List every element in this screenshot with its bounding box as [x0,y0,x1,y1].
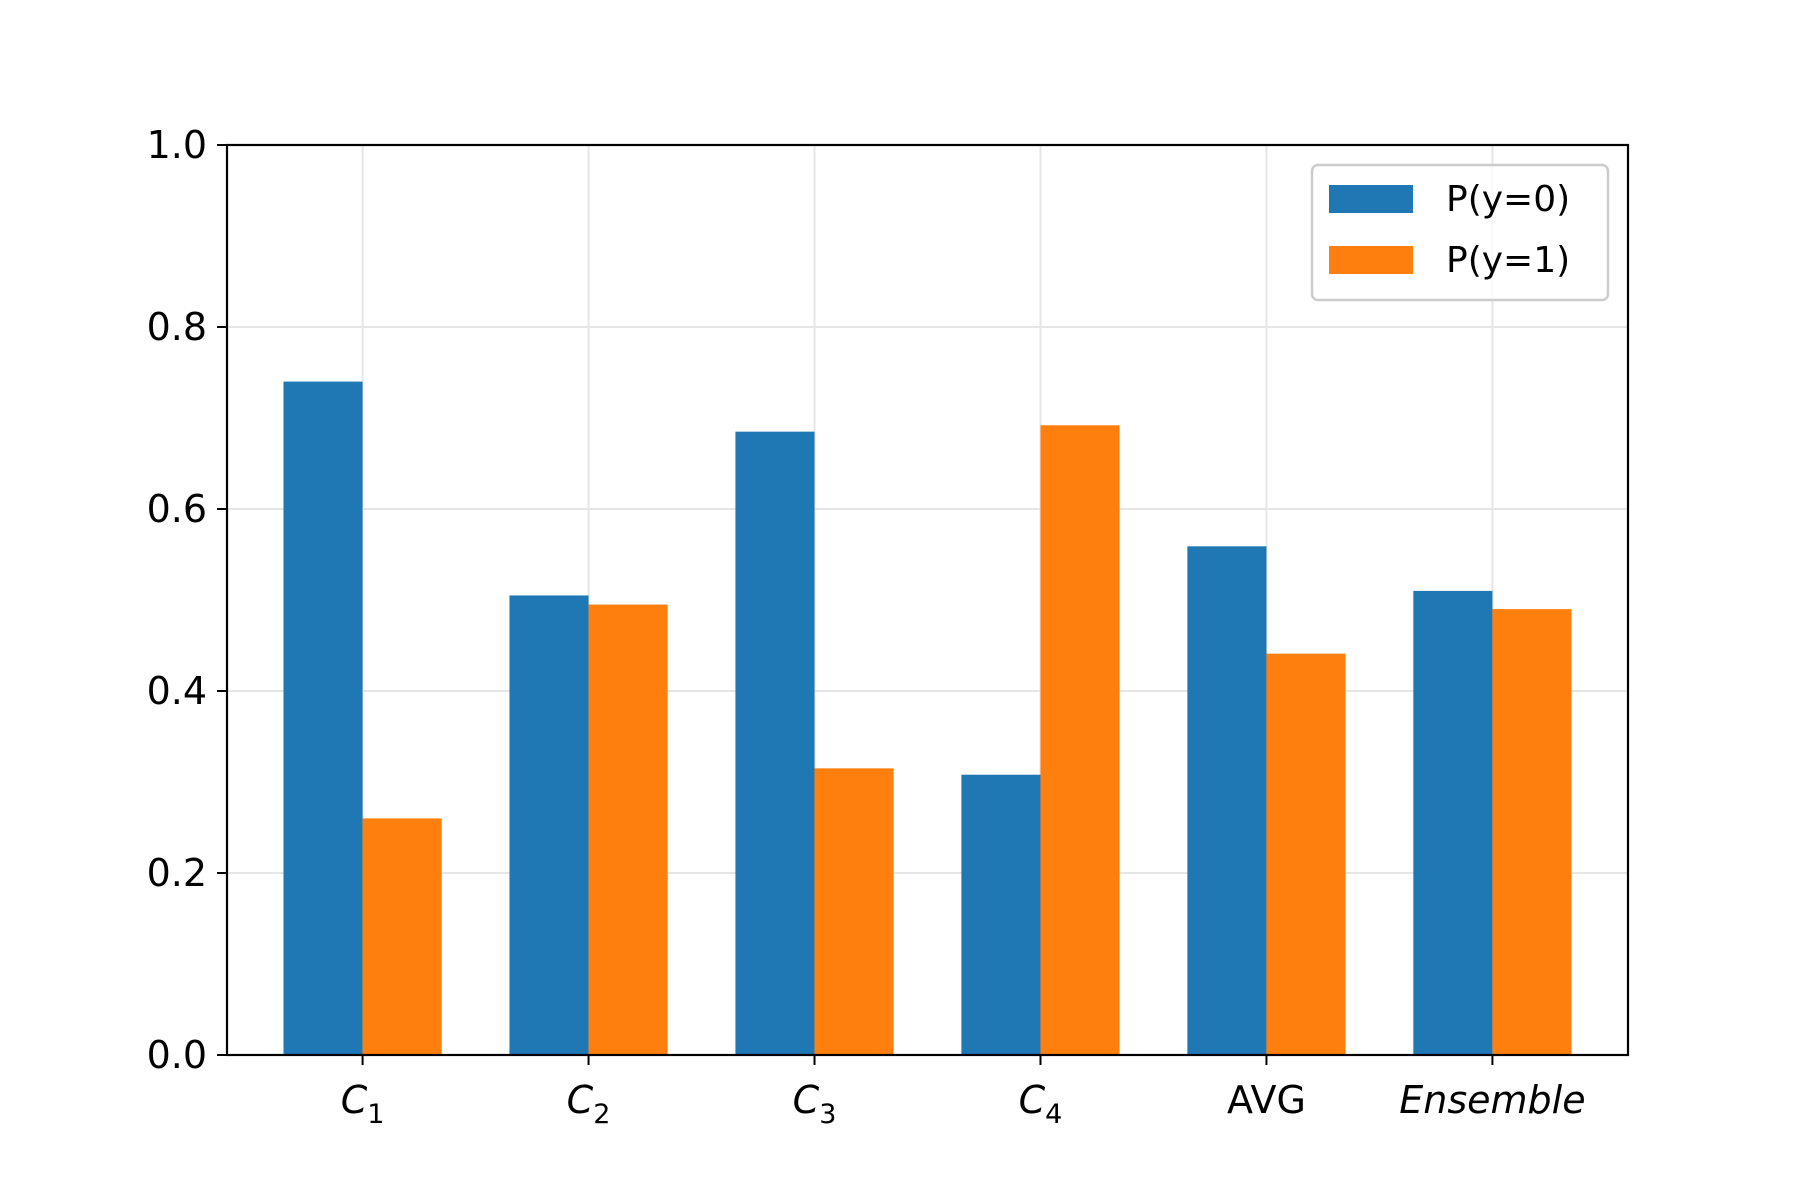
y-tick-label: 0.2 [147,851,207,895]
x-tick-label: C4 [1019,1078,1063,1130]
axis-layer: 0.0 0.2 0.4 0.6 0.8 1.0 C1 C2 C3 C4 AVG Ensemble [147,123,1586,1130]
bar-p-y0 [735,431,815,1055]
legend-swatch [1329,185,1413,213]
y-tick-label: 0.8 [147,305,207,349]
x-tick-label: C1 [341,1078,385,1130]
x-tick-label: AVG [1227,1078,1306,1122]
bar-p-y1 [362,818,442,1055]
legend-label: P(y=0) [1446,179,1570,220]
bar-p-y1 [1266,653,1346,1055]
x-tick-label: C3 [793,1078,837,1130]
x-tick-label: Ensemble [1399,1078,1585,1122]
bar-p-y1 [1040,425,1120,1055]
bar-p-y0 [961,774,1041,1055]
plot-frame [225,143,1630,1057]
y-tick-label: 0.4 [147,669,207,713]
y-tick-label: 1.0 [147,123,207,167]
legend-label: P(y=1) [1446,240,1570,281]
legend: P(y=0) P(y=1) [1310,163,1610,302]
bar-p-y1 [588,604,668,1055]
bar-p-y0 [283,381,363,1056]
bar-p-y0 [509,595,589,1055]
bar-p-y0 [1413,590,1493,1055]
y-tick-label: 0.6 [147,487,207,531]
bar-p-y0 [1187,546,1267,1055]
bar-layer [283,381,1572,1056]
legend-swatch [1329,246,1413,274]
bar-p-y1 [814,768,894,1055]
y-tick-label: 0.0 [147,1033,207,1077]
x-tick-label: C2 [567,1078,611,1130]
bar-p-y1 [1492,609,1572,1055]
